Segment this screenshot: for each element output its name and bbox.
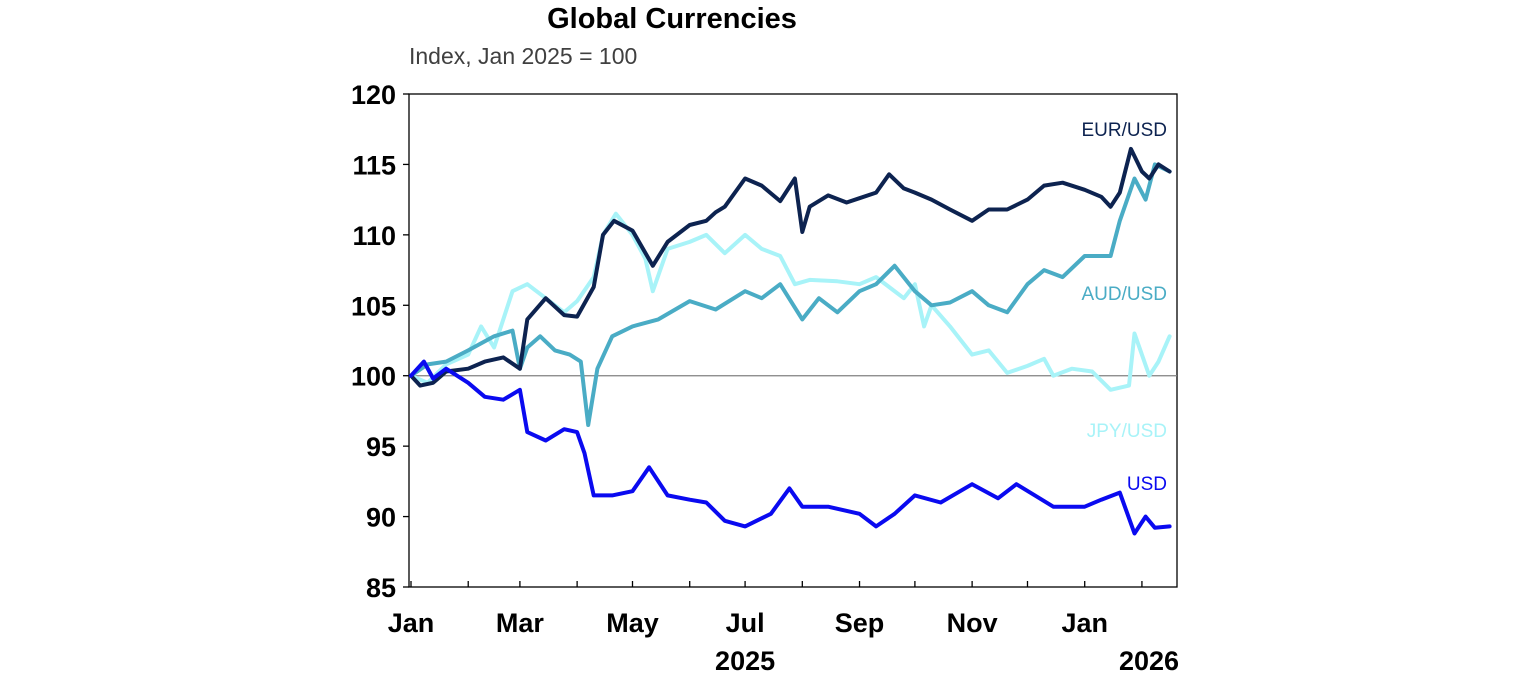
series-line-usd (409, 359, 1172, 536)
y-tick-label: 90 (366, 503, 396, 533)
series-line-eur-usd (409, 146, 1172, 388)
y-tick-label: 95 (366, 432, 396, 462)
chart-subtitle: Index, Jan 2025 = 100 (409, 43, 637, 69)
x-year-label: 2025 (715, 646, 775, 676)
series-label: AUD/USD (1081, 284, 1167, 305)
series-label: JPY/USD (1087, 421, 1167, 442)
x-tick-label: May (606, 608, 659, 638)
y-tick-label: 120 (351, 80, 396, 110)
x-tick-label: Nov (947, 608, 998, 638)
series-label: EUR/USD (1081, 120, 1167, 141)
series-line-jpy-usd (409, 211, 1172, 392)
y-tick-label: 105 (351, 291, 396, 321)
y-tick-label: 110 (352, 221, 396, 251)
x-tick-label: Jan (388, 608, 435, 638)
x-tick-label: Sep (835, 608, 885, 638)
series-line-aud-usd (409, 162, 1172, 427)
y-tick-label: 115 (352, 150, 396, 180)
chart-title: Global Currencies (547, 3, 797, 35)
x-tick-label: Mar (496, 608, 545, 638)
x-tick-label: Jan (1061, 608, 1108, 638)
y-tick-label: 100 (351, 362, 396, 392)
series-label: USD (1127, 474, 1167, 495)
plot-frame (408, 93, 1178, 588)
x-year-label: 2026 (1119, 646, 1179, 676)
y-tick-label: 85 (366, 573, 396, 603)
x-tick-label: Jul (726, 608, 765, 638)
